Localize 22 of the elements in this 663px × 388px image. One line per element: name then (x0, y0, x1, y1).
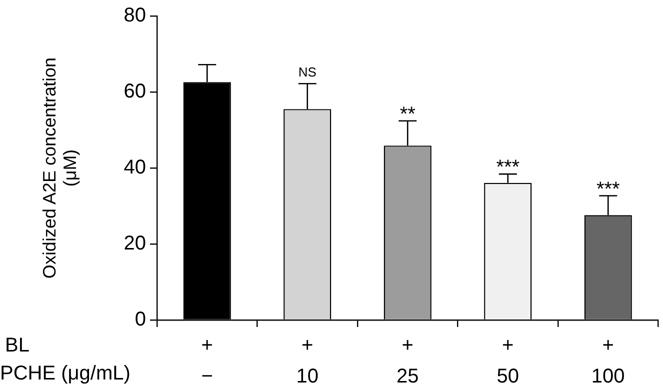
y-tick-label: 0 (134, 308, 146, 331)
y-tick-label: 80 (124, 4, 146, 27)
x-tick-label: 10 (296, 366, 318, 388)
x-tick-label: 50 (496, 366, 519, 388)
y-tick-label: 60 (124, 80, 146, 103)
annotation: NS (298, 64, 317, 80)
y-tick-label: 40 (124, 156, 146, 179)
x-tick-label: 100 (591, 366, 625, 388)
annotation: *** (596, 178, 620, 200)
x-tick-label: 25 (396, 366, 419, 388)
annotation: ** (400, 103, 416, 126)
y-axis-title: Oxidized A2E concentration (μM) (39, 57, 80, 279)
x-tick-label: − (201, 366, 213, 388)
text: + (602, 334, 614, 357)
text: + (201, 334, 213, 357)
x-axis-title: PCHE (μg/mL) (0, 362, 130, 385)
text: BL (5, 334, 30, 357)
y-tick-label: 20 (124, 232, 146, 255)
text: + (302, 334, 314, 357)
annotation: *** (496, 156, 520, 179)
text: + (402, 334, 414, 357)
text: + (502, 334, 514, 357)
